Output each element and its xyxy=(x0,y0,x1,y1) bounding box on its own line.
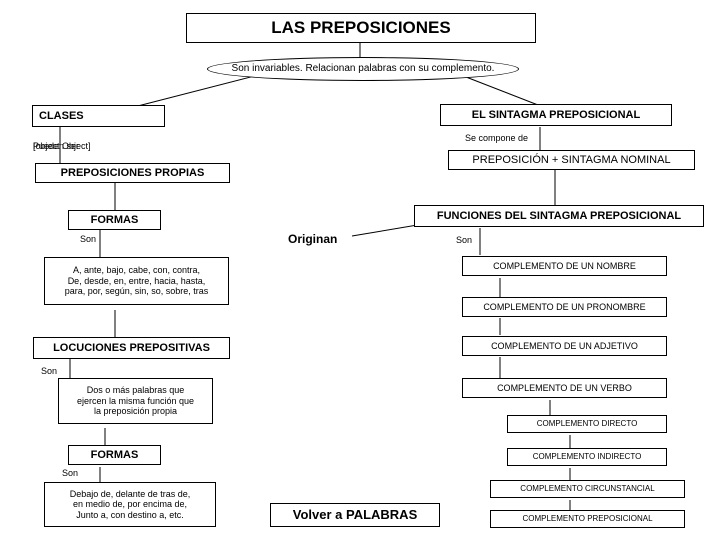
comp-indirecto-text: COMPLEMENTO INDIRECTO xyxy=(533,452,642,461)
comp-preposicional-text: COMPLEMENTO PREPOSICIONAL xyxy=(522,514,652,523)
originan-label: Originan xyxy=(288,232,337,246)
comp-directo-text: COMPLEMENTO DIRECTO xyxy=(537,419,638,428)
prep-propias-box: PREPOSICIONES PROPIAS xyxy=(35,163,230,183)
funciones-text: FUNCIONES DEL SINTAGMA PREPOSICIONAL xyxy=(437,210,681,223)
son2-label: Son xyxy=(41,366,57,376)
prep-propias-text: PREPOSICIONES PROPIAS xyxy=(61,167,205,180)
comp-verbo-text: COMPLEMENTO DE UN VERBO xyxy=(497,383,632,393)
sintagma-text: EL SINTAGMA PREPOSICIONAL xyxy=(472,109,640,122)
lista-prep-box: A, ante, bajo, cabe, con, contra, De, de… xyxy=(44,257,229,305)
lista-prep-text: A, ante, bajo, cabe, con, contra, De, de… xyxy=(65,265,209,296)
comp-indirecto-box: COMPLEMENTO INDIRECTO xyxy=(507,448,667,466)
comp-pronombre-box: COMPLEMENTO DE UN PRONOMBRE xyxy=(462,297,667,317)
formas2-box: FORMAS xyxy=(68,445,161,465)
subtitle-oval: Son invariables. Relacionan palabras con… xyxy=(207,57,519,81)
funciones-box: FUNCIONES DEL SINTAGMA PREPOSICIONAL xyxy=(414,205,704,227)
comp-adjetivo-box: COMPLEMENTO DE UN ADJETIVO xyxy=(462,336,667,356)
volver-box[interactable]: Volver a PALABRAS xyxy=(270,503,440,527)
def-locuciones-box: Dos o más palabras que ejercen la misma … xyxy=(58,378,213,424)
prep-sintagma-box: PREPOSICIÓN + SINTAGMA NOMINAL xyxy=(448,150,695,170)
title-text: LAS PREPOSICIONES xyxy=(271,18,450,38)
son4-label: Son xyxy=(456,235,472,245)
son3-label: Son xyxy=(62,468,78,478)
comp-circunstancial-text: COMPLEMENTO CIRCUNSTANCIAL xyxy=(520,484,654,493)
clases-box: CLASES xyxy=(32,105,165,127)
comp-preposicional-box: COMPLEMENTO PREPOSICIONAL xyxy=(490,510,685,528)
formas1-text: FORMAS xyxy=(91,214,139,227)
clases-text: CLASES xyxy=(39,110,84,123)
prep-sintagma-text: PREPOSICIÓN + SINTAGMA NOMINAL xyxy=(472,154,670,167)
subtitle-text: Son invariables. Relacionan palabras con… xyxy=(232,63,495,75)
pueden-ser-text: Pueden ser xyxy=(33,141,79,151)
comp-directo-box: COMPLEMENTO DIRECTO xyxy=(507,415,667,433)
title-box: LAS PREPOSICIONES xyxy=(186,13,536,43)
locuciones-box: LOCUCIONES PREPOSITIVAS xyxy=(33,337,230,359)
def-locuciones-text: Dos o más palabras que ejercen la misma … xyxy=(77,385,194,416)
comp-nombre-text: COMPLEMENTO DE UN NOMBRE xyxy=(493,261,636,271)
volver-text: Volver a PALABRAS xyxy=(293,508,418,523)
comp-circunstancial-box: COMPLEMENTO CIRCUNSTANCIAL xyxy=(490,480,685,498)
comp-pronombre-text: COMPLEMENTO DE UN PRONOMBRE xyxy=(483,302,645,312)
comp-adjetivo-text: COMPLEMENTO DE UN ADJETIVO xyxy=(491,341,638,351)
comp-nombre-box: COMPLEMENTO DE UN NOMBRE xyxy=(462,256,667,276)
locuciones-text: LOCUCIONES PREPOSITIVAS xyxy=(53,342,210,355)
comp-verbo-box: COMPLEMENTO DE UN VERBO xyxy=(462,378,667,398)
formas1-box: FORMAS xyxy=(68,210,161,230)
son1-label: Son xyxy=(80,234,96,244)
formas2-text: FORMAS xyxy=(91,449,139,462)
sintagma-box: EL SINTAGMA PREPOSICIONAL xyxy=(440,104,672,126)
lista-loc-box: Debajo de, delante de tras de, en medio … xyxy=(44,482,216,527)
se-compone-label: Se compone de xyxy=(465,133,528,143)
lista-loc-text: Debajo de, delante de tras de, en medio … xyxy=(70,489,191,520)
